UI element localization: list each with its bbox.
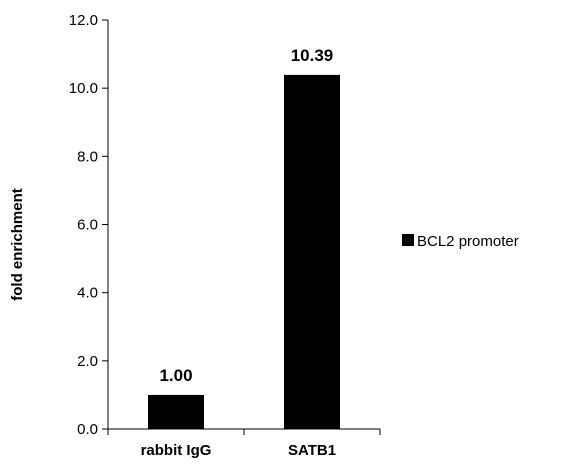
bar-satb1 (284, 74, 340, 429)
legend-swatch-bcl2-promoter (402, 234, 414, 246)
data-labels: 1.00 10.39 (159, 46, 333, 385)
legend: BCL2 promoter (402, 233, 519, 250)
x-tick-label: SATB1 (288, 442, 336, 459)
x-axis: rabbit IgG SATB1 (107, 428, 381, 459)
y-axis: 0.0 2.0 4.0 6.0 8.0 10.0 12.0 (69, 12, 109, 438)
bars (148, 74, 340, 429)
y-tick-label: 0.0 (77, 421, 98, 438)
y-tick-label: 12.0 (69, 12, 98, 29)
x-tick-label: rabbit IgG (141, 442, 212, 459)
legend-label-bcl2-promoter: BCL2 promoter (417, 233, 519, 250)
y-tick-label: 6.0 (77, 217, 98, 234)
y-axis-label: fold enrichment (9, 188, 26, 301)
y-tick-label: 4.0 (77, 285, 98, 302)
data-label: 1.00 (159, 366, 192, 385)
y-tick-label: 8.0 (77, 148, 98, 165)
y-tick-label: 10.0 (69, 80, 98, 97)
y-tick-label: 2.0 (77, 353, 98, 370)
bar-rabbit-igg (148, 394, 204, 429)
data-label: 10.39 (291, 46, 334, 65)
